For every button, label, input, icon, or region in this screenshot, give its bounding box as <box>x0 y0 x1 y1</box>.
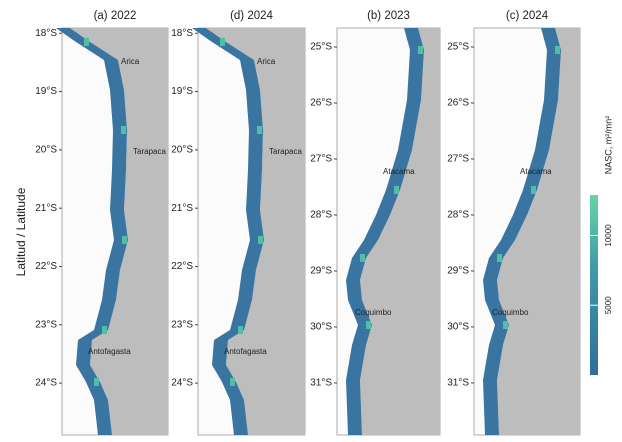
high-density-cell <box>84 38 89 46</box>
high-density-cell <box>257 126 262 134</box>
place-label: Tarapaca <box>133 147 166 156</box>
high-density-cell <box>418 46 423 54</box>
high-density-cell <box>360 254 365 262</box>
high-density-cell <box>258 236 263 244</box>
y-tick-label: 26°S <box>447 98 469 109</box>
colorbar-label: NASC, m²/mn² <box>603 116 613 175</box>
land <box>206 28 305 435</box>
y-tick-label: 31°S <box>447 378 469 389</box>
y-tick-label: 21°S <box>171 203 193 214</box>
y-axis-label: Latitud / Latitude <box>14 187 28 276</box>
place-label: Atacama <box>520 167 552 176</box>
y-tick-label: 29°S <box>310 266 332 277</box>
place-label: Antofagasta <box>224 347 267 356</box>
y-tick-label: 31°S <box>310 378 332 389</box>
y-tick-label: 24°S <box>171 378 193 389</box>
y-tick-label: 20°S <box>171 145 193 156</box>
place-label: Arica <box>121 57 140 66</box>
land <box>497 28 580 435</box>
y-tick-label: 30°S <box>310 322 332 333</box>
colorbar <box>590 195 598 375</box>
high-density-cell <box>122 236 127 244</box>
y-tick-label: 26°S <box>310 98 332 109</box>
high-density-cell <box>503 321 508 329</box>
high-density-cell <box>102 326 107 334</box>
colorbar-tick-label: 10000 <box>604 224 613 247</box>
high-density-cell <box>121 126 126 134</box>
place-label: Arica <box>257 57 276 66</box>
land <box>70 28 168 435</box>
high-density-cell <box>220 38 225 46</box>
y-tick-label: 24°S <box>35 378 57 389</box>
place-label: Coquimbo <box>355 308 392 317</box>
y-tick-label: 28°S <box>447 210 469 221</box>
place-label: Atacama <box>383 167 415 176</box>
high-density-cell <box>497 254 502 262</box>
high-density-cell <box>230 378 235 386</box>
high-density-cell <box>394 186 399 194</box>
panel-title: (b) 2023 <box>367 10 410 22</box>
high-density-cell <box>555 46 560 54</box>
panel-title: (a) 2022 <box>94 10 137 22</box>
place-label: Antofagasta <box>88 347 131 356</box>
y-tick-label: 18°S <box>171 28 193 39</box>
y-tick-label: 19°S <box>35 86 57 97</box>
place-label: Tarapaca <box>269 147 302 156</box>
high-density-cell <box>531 186 536 194</box>
y-tick-label: 27°S <box>310 154 332 165</box>
y-tick-label: 23°S <box>171 319 193 330</box>
y-tick-label: 18°S <box>35 28 57 39</box>
survey-band <box>56 28 128 435</box>
y-tick-label: 22°S <box>171 261 193 272</box>
y-tick-label: 22°S <box>35 261 57 272</box>
land <box>360 28 440 435</box>
high-density-cell <box>94 378 99 386</box>
y-tick-label: 30°S <box>447 322 469 333</box>
panel-title: (c) 2024 <box>506 10 549 22</box>
y-tick-label: 28°S <box>310 210 332 221</box>
y-tick-label: 23°S <box>35 319 57 330</box>
y-tick-label: 29°S <box>447 266 469 277</box>
survey-band <box>483 28 561 435</box>
high-density-cell <box>366 321 371 329</box>
colorbar-tick-label: 5000 <box>604 296 613 314</box>
y-tick-label: 27°S <box>447 154 469 165</box>
y-tick-label: 20°S <box>35 145 57 156</box>
panel-title: (d) 2024 <box>230 10 273 22</box>
survey-band <box>346 28 424 435</box>
place-label: Coquimbo <box>492 308 529 317</box>
high-density-cell <box>238 326 243 334</box>
y-tick-label: 19°S <box>171 86 193 97</box>
y-tick-label: 21°S <box>35 203 57 214</box>
y-tick-label: 25°S <box>310 42 332 53</box>
survey-band <box>192 28 264 435</box>
y-tick-label: 25°S <box>447 42 469 53</box>
